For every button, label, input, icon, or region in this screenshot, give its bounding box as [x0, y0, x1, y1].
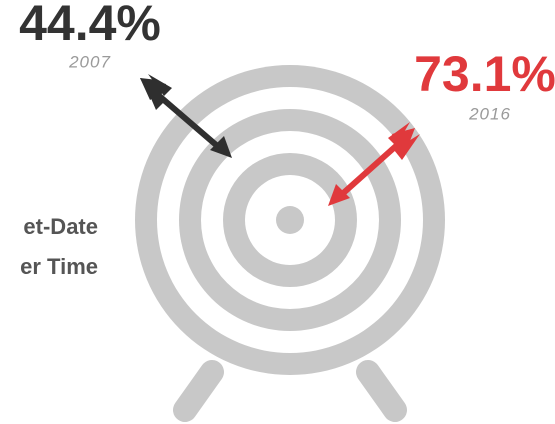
- arrow-2016: [328, 122, 420, 206]
- caption-line: et-Date: [23, 214, 98, 239]
- stat-value: 44.4%: [19, 0, 161, 51]
- bullseye: [276, 206, 304, 234]
- stat-value: 73.1%: [414, 46, 555, 102]
- stat-year: 2016: [468, 104, 511, 123]
- caption-line: er Time: [20, 254, 98, 279]
- target-leg: [356, 360, 407, 422]
- stat-year: 2007: [68, 52, 111, 71]
- arrow-2007: [140, 74, 232, 158]
- target-leg: [173, 360, 224, 422]
